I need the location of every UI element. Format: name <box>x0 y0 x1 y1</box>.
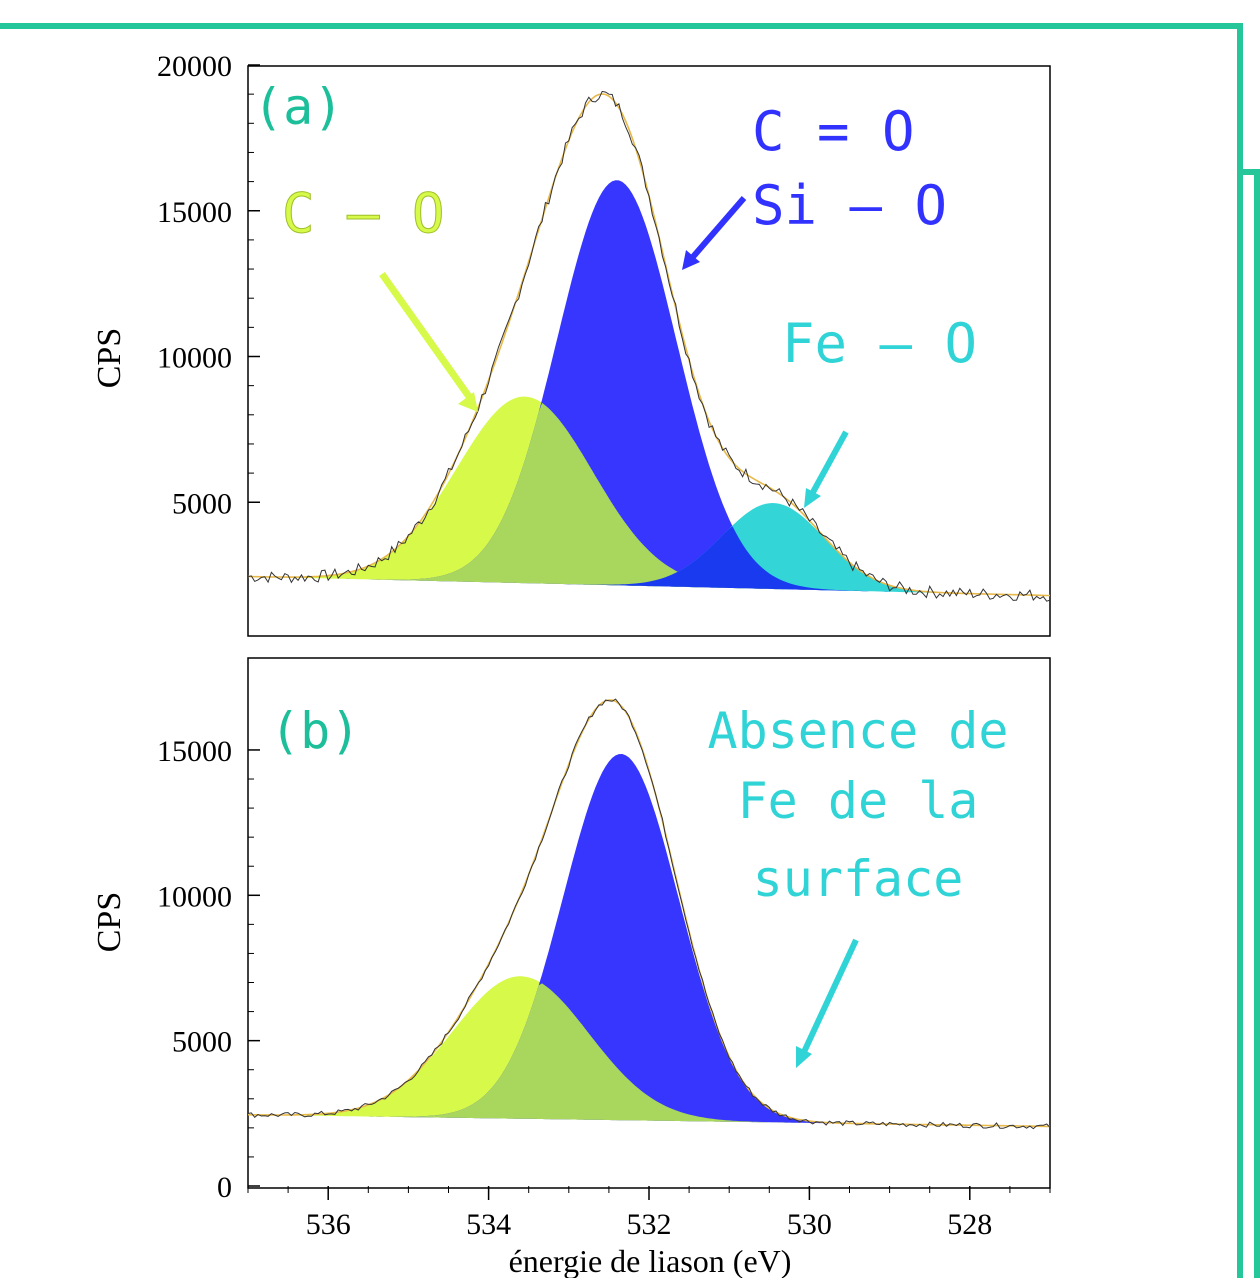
absence-line-3: surface <box>753 850 964 908</box>
peak-c-eq-o-b <box>248 754 1050 1127</box>
absence-line-1: Absence de <box>707 702 1008 760</box>
panel-a-peaks <box>248 180 1050 596</box>
c-eq-o-arrowhead <box>682 250 700 270</box>
panel-b-label: (b) <box>270 702 360 760</box>
raw-data-line-a <box>248 90 1050 602</box>
y-tick-label: 15000 <box>157 196 232 229</box>
panel-a-y-ticks: 20000 15000 10000 5000 <box>157 50 260 520</box>
panel-b: 15000 10000 5000 0 536 534 532 530 528 CPS éner… <box>91 657 1051 1279</box>
x-tick-label: 530 <box>787 1208 832 1241</box>
panel-b-y-ticks: 15000 10000 5000 0 <box>157 735 260 1204</box>
si-o-label: Si – O <box>752 174 947 237</box>
y-tick-label: 5000 <box>172 1026 232 1059</box>
panel-b-peaks <box>248 754 1050 1127</box>
x-tick-label: 534 <box>466 1208 511 1241</box>
y-tick-label: 10000 <box>157 880 232 913</box>
peak-fe-o-a <box>248 503 1050 596</box>
peak-c-eq-o-a <box>248 180 1050 596</box>
peak-overlap-fe-a <box>248 526 1050 596</box>
fe-o-label: Fe – O <box>782 312 977 375</box>
peak-c-o-a <box>248 396 1050 596</box>
peak-c-o-b <box>248 976 1050 1127</box>
panel-b-y-axis-label: CPS <box>91 892 128 953</box>
fe-o-arrowhead <box>804 488 821 508</box>
y-tick-label: 10000 <box>157 342 232 375</box>
x-tick-label: 532 <box>627 1208 672 1241</box>
peak-overlap-a <box>248 402 1050 596</box>
y-tick-label: 0 <box>217 1171 232 1204</box>
absence-arrowhead <box>796 1046 812 1068</box>
c-eq-o-label: C = O <box>752 100 915 163</box>
x-tick-label: 528 <box>947 1208 992 1241</box>
y-tick-label: 20000 <box>157 50 232 83</box>
panel-b-x-ticks: 536 534 532 530 528 <box>247 1186 1051 1241</box>
y-tick-label: 5000 <box>172 487 232 520</box>
panel-a-label: (a) <box>253 78 343 136</box>
c-eq-o-arrow <box>689 196 747 260</box>
y-tick-label: 15000 <box>157 735 232 768</box>
peak-overlap-b <box>248 983 1050 1127</box>
x-tick-label: 536 <box>306 1208 351 1241</box>
absence-arrow <box>801 938 859 1054</box>
raw-data-line-b <box>247 698 1051 1130</box>
c-o-label: C – O <box>282 182 445 245</box>
x-axis-label: énergie de liason (eV) <box>509 1243 792 1278</box>
panel-a-y-axis-label: CPS <box>91 328 128 389</box>
panel-a-plot-frame <box>247 65 1051 637</box>
panel-b-curves <box>247 698 1051 1130</box>
c-o-arrow <box>379 271 473 401</box>
c-o-arrowhead <box>458 392 478 412</box>
panel-a-curves <box>248 90 1050 602</box>
absence-line-2: Fe de la <box>738 772 979 830</box>
slide-frame <box>0 23 1260 1278</box>
fe-o-arrow <box>809 430 849 496</box>
